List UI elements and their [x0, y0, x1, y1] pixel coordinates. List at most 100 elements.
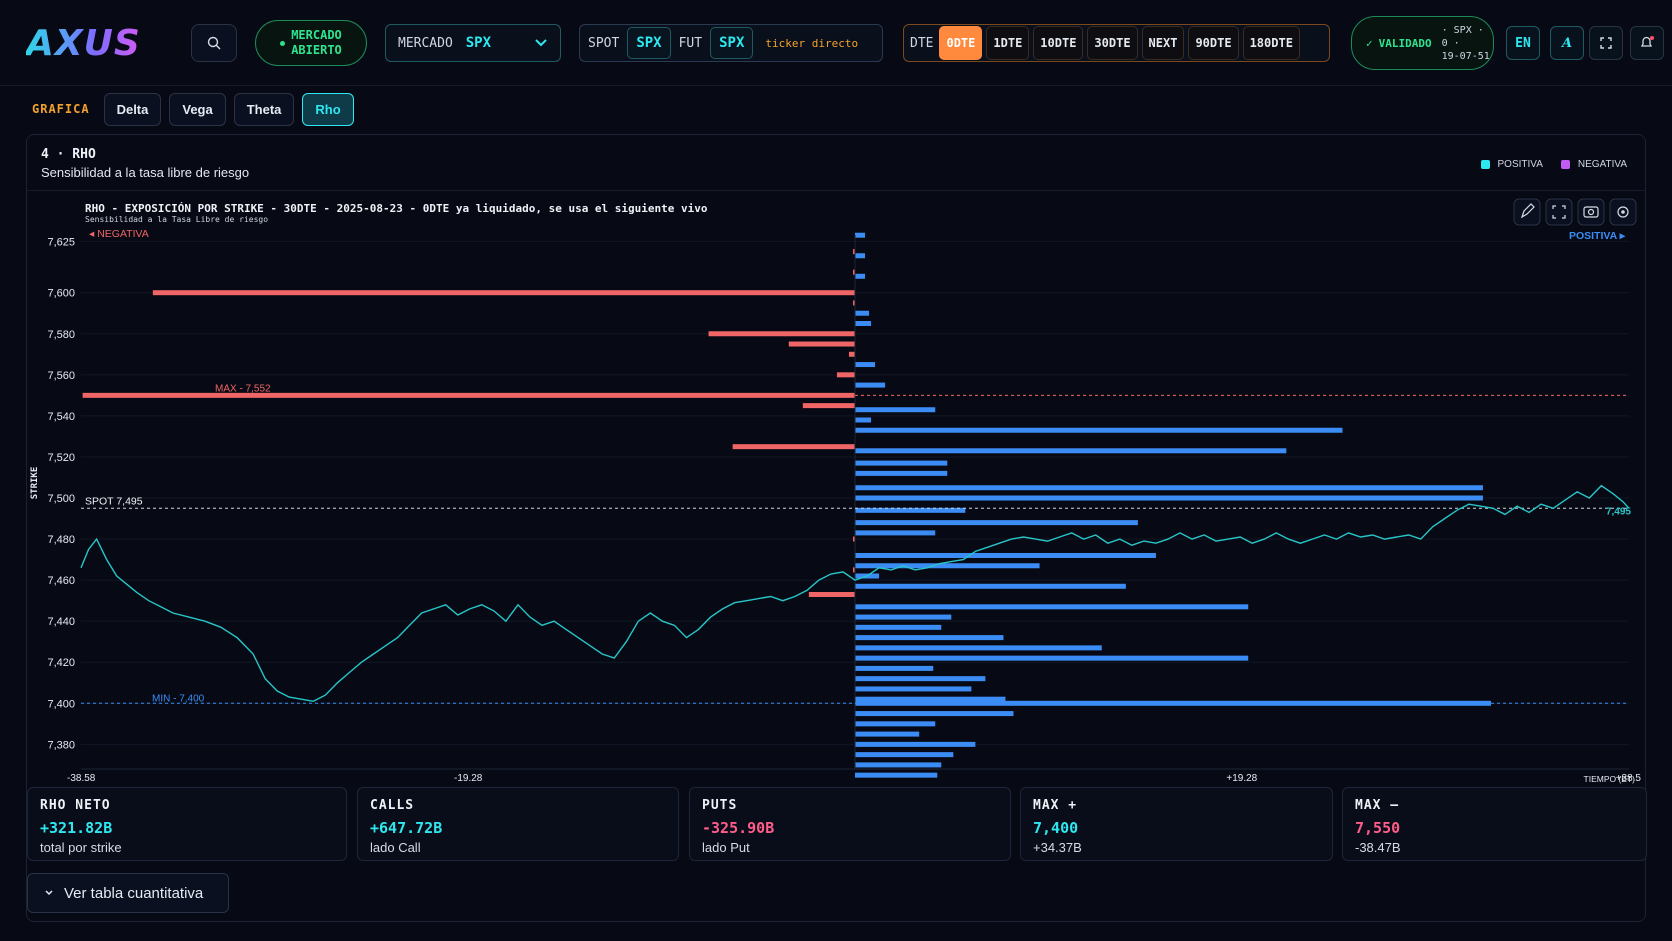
ticker-input[interactable]: ticker directo — [765, 36, 859, 50]
greek-tabs-label: GRAFICA — [32, 102, 90, 116]
fullscreen-button[interactable] — [1589, 26, 1623, 60]
positive-bar — [855, 320, 872, 326]
dte-90dte-button[interactable]: 90DTE — [1188, 26, 1239, 60]
x-tick-label: +19.28 — [1226, 773, 1257, 784]
y-tick-label: 7,520 — [47, 452, 75, 464]
legend-positive-label: POSITIVA — [1497, 159, 1543, 170]
validated-label: VALIDADO — [1378, 36, 1432, 50]
tab-delta[interactable]: Delta — [103, 92, 162, 126]
search-button[interactable] — [191, 24, 237, 62]
status-dot-icon — [280, 40, 286, 46]
negative-bar — [732, 444, 855, 450]
chart-area: RHO - EXPOSICIÓN POR STRIKE - 30DTE - 20… — [27, 191, 1647, 796]
y-tick-label: 7,420 — [47, 657, 75, 669]
y-tick-label: 7,625 — [47, 236, 75, 248]
camera-icon — [1583, 206, 1599, 218]
negative-bar — [82, 392, 855, 398]
positive-bar — [855, 407, 936, 413]
quant-table-toggle[interactable]: Ver tabla cuantitativa — [27, 873, 229, 913]
ticker-group: SPOT SPX FUT SPX ticker directo — [579, 24, 883, 62]
screenshot-button[interactable] — [1577, 198, 1605, 226]
negative-bar — [808, 591, 855, 597]
positive-bar — [855, 507, 966, 513]
legend-positive-swatch — [1480, 160, 1490, 169]
stat-title: MAX + — [1033, 798, 1078, 813]
dte-1dte-button[interactable]: 1DTE — [986, 26, 1030, 60]
stat-sub: +34.37B — [1033, 840, 1082, 855]
bell-icon — [1640, 36, 1654, 47]
positive-bar — [855, 253, 866, 259]
chart-settings-button[interactable] — [1609, 198, 1637, 226]
positive-bar — [855, 310, 870, 316]
stat-title: MAX – — [1355, 798, 1400, 813]
positive-bar — [855, 552, 1156, 558]
x-tick-time-label: 11:00 — [455, 784, 482, 785]
positive-bar — [855, 495, 1483, 501]
y-tick-label: 7,600 — [47, 288, 75, 300]
chevron-down-icon — [535, 39, 547, 47]
draw-tool-button[interactable] — [1513, 198, 1541, 226]
tab-theta[interactable]: Theta — [233, 92, 295, 126]
positive-bar — [855, 721, 936, 727]
spot-ticker-button[interactable]: SPX — [627, 27, 671, 59]
spot-label: SPOT — [588, 35, 620, 51]
y-tick-label: 7,560 — [47, 370, 75, 382]
quant-table-toggle-label: Ver tabla cuantitativa — [64, 884, 204, 902]
positive-bar — [855, 427, 1343, 433]
negative-bar — [852, 249, 855, 255]
search-icon — [207, 36, 221, 50]
stat-title: RHO NETO — [40, 798, 111, 813]
positive-bar — [855, 530, 936, 536]
stat-card-rho-net: RHO NETO +321.82B total por strike — [27, 787, 347, 861]
positive-bar — [855, 665, 934, 671]
chevron-down-icon — [45, 890, 53, 896]
positive-bar — [855, 696, 1006, 702]
negative-bar — [836, 372, 855, 378]
market-status-line1: MERCADO — [291, 28, 342, 42]
positive-bar — [855, 762, 942, 768]
dte-10dte-button[interactable]: 10DTE — [1033, 26, 1084, 60]
stat-card-calls: CALLS +647.72B lado Call — [357, 787, 679, 861]
expand-arrows-icon — [1600, 37, 1612, 49]
tab-rho[interactable]: Rho — [302, 92, 354, 126]
y-tick-label: 7,540 — [47, 411, 75, 423]
dte-180dte-button[interactable]: 180DTE — [1242, 26, 1300, 60]
positive-bar — [855, 752, 954, 758]
x-tick-label: -38.58 — [67, 773, 96, 784]
x-tick-time-label: 16:0 — [1620, 784, 1641, 785]
dte-next-button[interactable]: NEXT — [1141, 26, 1185, 60]
stat-sub: lado Call — [370, 840, 421, 855]
positive-bar — [855, 273, 866, 279]
y-tick-label: 7,580 — [47, 329, 75, 341]
panel-subtitle: Sensibilidad a la tasa libre de riesgo — [41, 165, 250, 180]
market-select-value: SPX — [465, 35, 492, 51]
positive-bar — [855, 686, 972, 692]
positive-bar — [855, 624, 942, 630]
rho-panel: 4 · RHO Sensibilidad a la tasa libre de … — [26, 134, 1647, 922]
positive-bar — [855, 362, 876, 368]
dte-30dte-button[interactable]: 30DTE — [1087, 26, 1138, 60]
chart-subtitle: Sensibilidad a la Tasa Libre de riesgo — [85, 215, 268, 224]
price-line — [80, 484, 1630, 703]
tab-vega[interactable]: Vega — [169, 92, 226, 126]
panel-title: 4 · RHO — [41, 147, 96, 162]
notifications-button[interactable] — [1630, 26, 1664, 60]
chart-fullscreen-button[interactable] — [1545, 198, 1573, 226]
font-button[interactable]: A — [1550, 26, 1584, 60]
x-tick-time-label: 09:30 — [67, 784, 95, 785]
positive-bar — [855, 470, 948, 476]
logo: AXUS — [26, 22, 166, 66]
language-button[interactable]: EN — [1506, 26, 1540, 60]
validated-badge: ✓ VALIDADO · SPX · 0 · 19-07-51 — [1351, 16, 1494, 70]
market-select[interactable]: MERCADO SPX — [385, 24, 561, 62]
stat-title: PUTS — [702, 798, 738, 813]
fut-ticker-button[interactable]: SPX — [710, 27, 754, 59]
spot-end-label: 7,495 — [1606, 506, 1631, 517]
y-tick-label: 7,500 — [47, 493, 75, 505]
legend-negative-swatch — [1560, 160, 1570, 169]
dte-0dte-button[interactable]: 0DTE — [939, 26, 983, 60]
spot-label: SPOT 7,495 — [85, 495, 143, 507]
negative-bar — [152, 290, 856, 296]
positive-bar — [855, 232, 866, 238]
chart-toolbar — [1513, 198, 1637, 226]
